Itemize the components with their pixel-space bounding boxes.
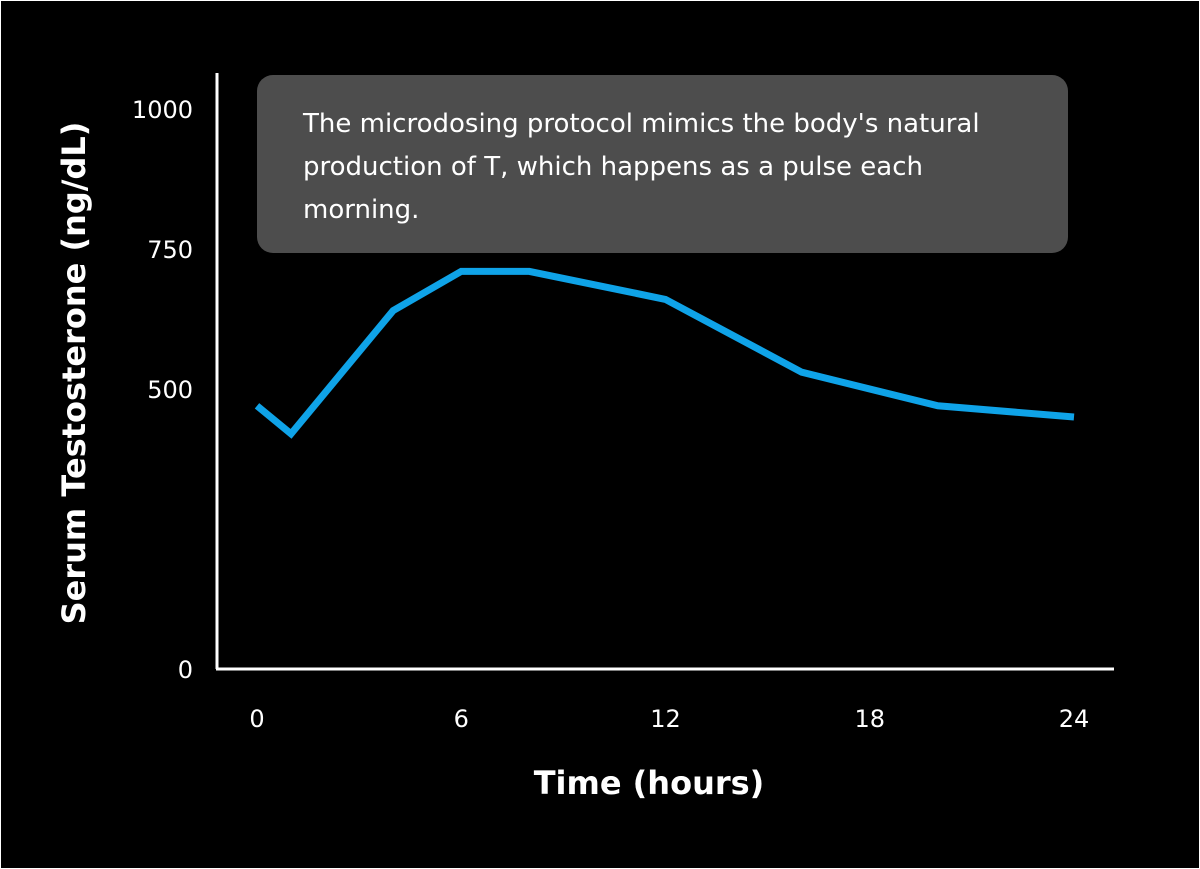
y-tick-label: 500 bbox=[147, 376, 193, 404]
x-tick-label: 6 bbox=[454, 705, 469, 733]
x-tick-labels: 0 6 12 18 24 bbox=[249, 705, 1089, 733]
series-line bbox=[254, 267, 1075, 439]
y-tick-labels: 0 500 750 1000 bbox=[132, 96, 193, 684]
series-layer bbox=[254, 267, 1075, 439]
x-axis-title: Time (hours) bbox=[534, 764, 765, 802]
annotation-box: The microdosing protocol mimics the body… bbox=[257, 75, 1068, 253]
x-tick-label: 18 bbox=[854, 705, 885, 733]
x-tick-label: 12 bbox=[650, 705, 681, 733]
y-tick-label: 1000 bbox=[132, 96, 193, 124]
y-tick-label: 0 bbox=[178, 656, 193, 684]
x-tick-label: 0 bbox=[249, 705, 264, 733]
x-tick-label: 24 bbox=[1059, 705, 1090, 733]
y-axis-title: Serum Testosterone (ng/dL) bbox=[55, 122, 93, 625]
y-tick-label: 750 bbox=[147, 236, 193, 264]
annotation-text: The microdosing protocol mimics the body… bbox=[303, 109, 980, 225]
